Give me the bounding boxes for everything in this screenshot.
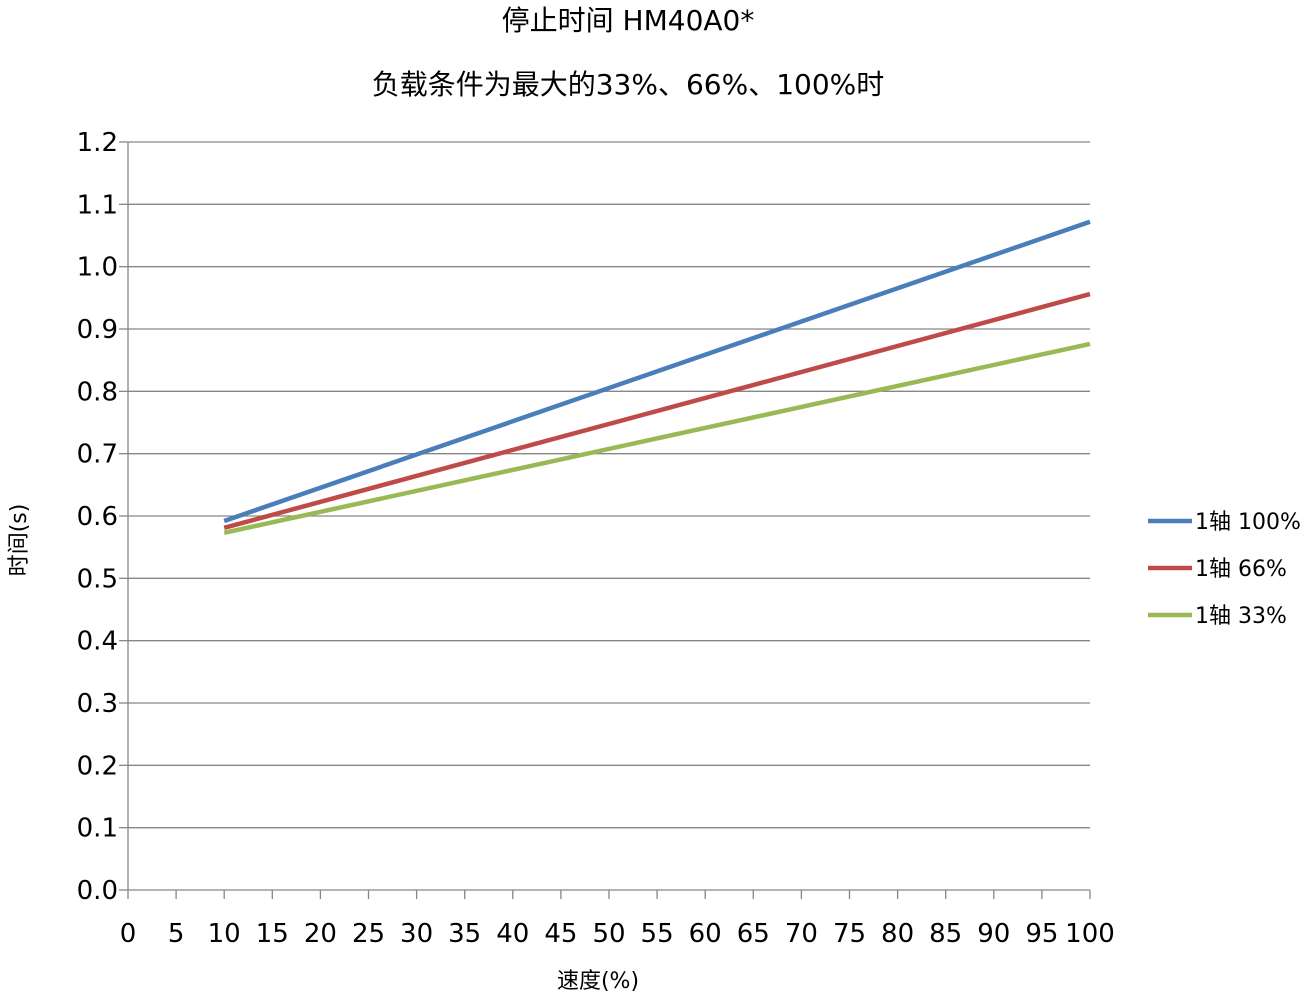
x-tick-label: 90	[977, 919, 1010, 949]
y-tick-label: 0.9	[77, 315, 118, 345]
y-tick-label: 0.0	[77, 876, 118, 906]
chart-title: 停止时间 HM40A0*	[502, 4, 755, 37]
x-tick-label: 75	[833, 919, 866, 949]
y-tick-label: 0.7	[77, 440, 118, 470]
x-tick-label: 60	[689, 919, 722, 949]
series-lines	[223, 219, 1091, 536]
x-tick-label: 55	[641, 919, 674, 949]
legend: 1轴 100% 1轴 66% 1轴 33%	[1148, 510, 1301, 629]
x-tick-label: 30	[400, 919, 433, 949]
x-tick-label: 40	[496, 919, 529, 949]
x-tick-label: 15	[256, 919, 289, 949]
legend-label-2: 1轴 66%	[1195, 557, 1287, 582]
y-tick-label: 0.2	[77, 751, 118, 781]
y-tick-label: 0.8	[77, 377, 118, 407]
x-tick-label: 0	[120, 919, 137, 949]
y-tick-labels: 0.0 0.1 0.2 0.3 0.4 0.5 0.6 0.7 0.8 0.9 1.0 1.1 1.2	[77, 128, 118, 906]
x-tick-label: 80	[881, 919, 914, 949]
y-axis-title: 时间(s)	[7, 504, 32, 577]
x-tick-label: 35	[448, 919, 481, 949]
legend-label-1: 1轴 100%	[1195, 510, 1301, 535]
y-tick-label: 1.0	[77, 253, 118, 283]
legend-label-3: 1轴 33%	[1195, 604, 1287, 629]
x-tick-label: 5	[168, 919, 185, 949]
series-line-3	[223, 341, 1091, 536]
chart-subtitle: 负载条件为最大的33%、66%、100%时	[372, 68, 885, 101]
x-tick-label: 45	[544, 919, 577, 949]
y-tick-label: 0.4	[77, 627, 118, 657]
grid-lines	[128, 141, 1090, 829]
x-axis-title: 速度(%)	[557, 969, 639, 994]
x-tick-label: 10	[208, 919, 241, 949]
x-tick-label: 65	[737, 919, 770, 949]
y-tick-label: 1.1	[77, 190, 118, 220]
x-tick-labels: 0 5 10 15 20 25 30 35 40 45 50 55 60 65 70 75 80 85 90 95 10…	[120, 919, 1115, 949]
y-tick-label: 0.3	[77, 689, 118, 719]
axes	[119, 141, 1091, 899]
x-tick-label: 50	[592, 919, 625, 949]
x-tick-label: 70	[785, 919, 818, 949]
y-tick-label: 0.5	[77, 564, 118, 594]
x-tick-label: 95	[1025, 919, 1058, 949]
x-tick-label: 85	[929, 919, 962, 949]
x-tick-label: 100	[1065, 919, 1115, 949]
series-line-1	[223, 219, 1091, 524]
series-line-2	[223, 291, 1091, 531]
y-tick-label: 0.1	[77, 814, 118, 844]
x-tick-label: 25	[352, 919, 385, 949]
y-tick-label: 0.6	[77, 502, 118, 532]
y-tick-label: 1.2	[77, 128, 118, 158]
x-tick-label: 20	[304, 919, 337, 949]
